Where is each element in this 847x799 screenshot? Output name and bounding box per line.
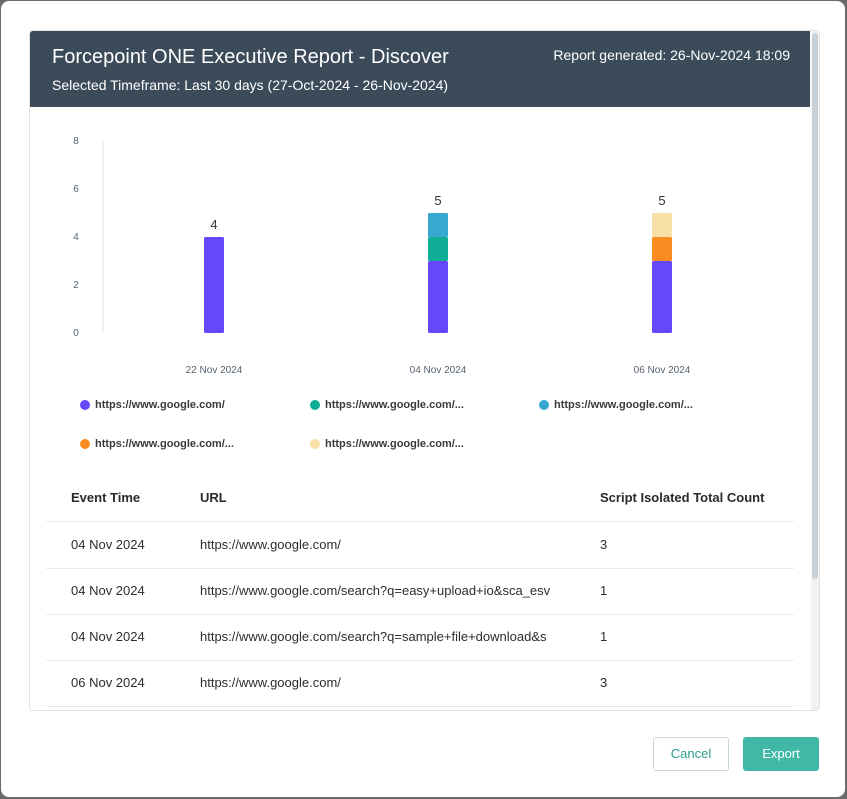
legend-item[interactable]: https://www.google.com/ (80, 399, 225, 411)
y-tick-label: 0 (73, 328, 79, 339)
bar-segment[interactable] (652, 261, 672, 333)
y-tick-label: 2 (73, 280, 79, 291)
cancel-button[interactable]: Cancel (653, 737, 729, 771)
bar-segment[interactable] (652, 213, 672, 237)
report-title: Forcepoint ONE Executive Report - Discov… (52, 46, 449, 68)
legend-label: https://www.google.com/... (554, 399, 693, 411)
legend-label: https://www.google.com/... (325, 438, 464, 450)
column-header-url[interactable]: URL (200, 490, 227, 505)
url-cell: https://www.google.com/search?q=sample+f… (200, 629, 547, 644)
table-row[interactable]: 06 Nov 2024 https://www.google.com/ 3 (46, 660, 794, 707)
event-time-cell: 04 Nov 2024 (71, 583, 145, 598)
bar-total-label: 4 (210, 217, 217, 232)
y-tick-label: 8 (73, 136, 79, 147)
x-tick-label: 06 Nov 2024 (634, 365, 691, 376)
bar-segment[interactable] (428, 261, 448, 333)
legend-dot-icon (310, 439, 320, 449)
column-header-count[interactable]: Script Isolated Total Count (600, 490, 765, 505)
legend-item[interactable]: https://www.google.com/... (80, 438, 234, 450)
x-tick-label: 22 Nov 2024 (186, 365, 243, 376)
table-header-row: Event Time URL Script Isolated Total Cou… (46, 475, 794, 522)
bar-segment[interactable] (428, 237, 448, 261)
column-header-event-time[interactable]: Event Time (71, 490, 141, 505)
scrollbar-thumb[interactable] (812, 33, 818, 579)
table-row[interactable]: 04 Nov 2024 https://www.google.com/searc… (46, 614, 794, 661)
legend-item[interactable]: https://www.google.com/... (310, 399, 464, 411)
legend-item[interactable]: https://www.google.com/... (539, 399, 693, 411)
bar-total-label: 5 (658, 193, 665, 208)
url-cell: https://www.google.com/ (200, 537, 341, 552)
legend-dot-icon (80, 439, 90, 449)
table-row[interactable]: 04 Nov 2024 https://www.google.com/ 3 (46, 522, 794, 569)
count-cell: 1 (600, 629, 608, 644)
event-time-cell: 04 Nov 2024 (71, 537, 145, 552)
report-timeframe: Selected Timeframe: Last 30 days (27-Oct… (52, 77, 449, 93)
legend-dot-icon (539, 400, 549, 410)
export-button[interactable]: Export (743, 737, 819, 771)
report-panel: Forcepoint ONE Executive Report - Discov… (29, 30, 820, 711)
url-cell: https://www.google.com/search?q=easy+upl… (200, 583, 551, 598)
bar-total-label: 5 (434, 193, 441, 208)
y-tick-label: 6 (73, 184, 79, 195)
legend-label: https://www.google.com/ (95, 399, 225, 411)
legend-dot-icon (310, 400, 320, 410)
report-scrollbar[interactable] (811, 31, 819, 710)
report-generated: Report generated: 26-Nov-2024 18:09 (553, 47, 790, 63)
stacked-bar-chart: 0 2 4 6 8 4 22 Nov 2024 5 04 Nov 2024 5 06 Nov 202… (73, 136, 691, 376)
legend-dot-icon (80, 400, 90, 410)
report-header: Forcepoint ONE Executive Report - Discov… (30, 31, 810, 107)
table-row[interactable]: 04 Nov 2024 https://www.google.com/searc… (46, 568, 794, 615)
x-tick-label: 04 Nov 2024 (410, 365, 467, 376)
url-cell: https://www.google.com/ (200, 675, 341, 690)
y-tick-label: 4 (73, 232, 79, 243)
bar-segment[interactable] (428, 213, 448, 237)
count-cell: 3 (600, 675, 608, 690)
bar-segment[interactable] (204, 237, 224, 333)
legend-item[interactable]: https://www.google.com/... (310, 438, 464, 450)
count-cell: 1 (600, 583, 608, 598)
legend-label: https://www.google.com/... (325, 399, 464, 411)
legend-label: https://www.google.com/... (95, 438, 234, 450)
event-time-cell: 06 Nov 2024 (71, 675, 145, 690)
bar-segment[interactable] (652, 237, 672, 261)
event-time-cell: 04 Nov 2024 (71, 629, 145, 644)
count-cell: 3 (600, 537, 608, 552)
